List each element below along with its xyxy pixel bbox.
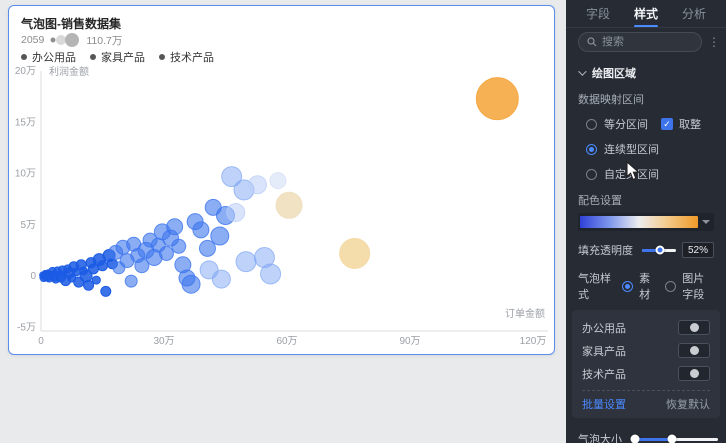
tab-inactive[interactable]: 分析 [681,7,706,21]
svg-text:0: 0 [30,271,36,282]
bubble-style-option-label: 图片字段 [682,273,705,301]
divider [582,390,710,391]
opacity-slider-knob[interactable] [655,245,665,255]
bubble-material-button[interactable] [678,343,710,358]
bubble-style-label: 气泡样式 [578,273,611,301]
svg-text:5万: 5万 [20,220,36,231]
size-legend-min: 2059 [21,34,45,46]
bubble-style-option[interactable]: 图片字段 [665,270,714,302]
tab-active[interactable]: 样式 [634,0,658,27]
radio-unselected-icon[interactable] [586,118,597,130]
bubble-style-row: 气泡样式 素材 图片字段 [578,270,714,302]
svg-text:20万: 20万 [15,66,36,77]
bubble-size-legend: 2059 110.7万 [21,33,122,47]
dropdown-arrow-icon [702,220,710,224]
mapping-option-label: 等分区间 [604,119,648,131]
batch-set-link[interactable]: 批量设置 [582,399,626,411]
svg-text:15万: 15万 [15,117,36,128]
opacity-slider[interactable] [642,245,676,255]
section-plot-area-label: 绘图区域 [592,68,636,80]
opacity-label: 填充透明度 [578,245,633,257]
style-item-row: 家具产品 [582,339,710,362]
legend-item[interactable]: 技术产品 [159,49,214,65]
svg-text:30万: 30万 [153,336,174,347]
legend-item[interactable]: 办公用品 [21,49,76,65]
svg-text:利润金额: 利润金额 [49,65,89,78]
svg-text:120万: 120万 [520,336,547,347]
color-gradient-select[interactable] [578,213,714,231]
svg-text:-5万: -5万 [17,322,36,333]
svg-text:90万: 90万 [399,336,420,347]
bubble-size-label: 气泡大小 [578,434,622,443]
bubble-size-min-knob[interactable] [630,434,640,443]
search-input[interactable] [602,36,693,48]
style-item-label: 技术产品 [582,368,626,381]
size-legend-bubbles-icon [50,33,80,47]
radio-selected-icon[interactable] [586,143,597,155]
style-item-row: 技术产品 [582,362,710,385]
mapping-option[interactable]: 自定义区间 [586,166,714,182]
reset-default-link[interactable]: 恢复默认 [666,399,710,411]
bubble-material-button[interactable] [678,366,710,381]
search-icon [587,37,597,47]
search-box[interactable] [578,32,702,52]
style-item-row: 办公用品 [582,316,710,339]
chart-title: 气泡图-销售数据集 [21,17,121,31]
mapping-option[interactable]: 连续型区间 [586,141,714,157]
legend-item-label: 家具产品 [101,52,145,64]
mapping-option-label: 自定义区间 [604,169,659,181]
bubble-style-option-label: 素材 [639,273,651,301]
radio-selected-icon[interactable] [622,280,634,292]
radio-unselected-icon[interactable] [665,280,677,292]
opacity-value[interactable]: 52% [682,242,714,258]
color-setting-label: 配色设置 [578,195,622,207]
legend-dot-icon [159,54,165,60]
mapping-interval-label: 数据映射区间 [578,94,644,106]
category-legend: 办公用品 家具产品 技术产品 [21,49,214,65]
section-plot-area[interactable]: 绘图区域 [578,65,714,81]
more-options-icon[interactable]: ⋮ [708,35,720,49]
legend-item[interactable]: 家具产品 [90,49,145,65]
round-checkbox[interactable]: ✓ [661,118,673,130]
legend-dot-icon [21,54,27,60]
chevron-down-icon [578,67,587,76]
panel-tabs: 字段 样式 分析 [566,0,726,28]
svg-text:60万: 60万 [276,336,297,347]
svg-text:订单金额: 订单金额 [505,307,545,320]
round-checkbox-label: 取整 [679,119,701,131]
mapping-options: 等分区间 ✓ 取整连续型区间自定义区间 [566,116,726,182]
bubble-material-button[interactable] [678,320,710,335]
legend-item-label: 办公用品 [32,52,76,64]
bubble-size-max-knob[interactable] [667,434,677,443]
bubble-size-slider[interactable] [630,434,718,443]
canvas-area: 气泡图-销售数据集 2059 110.7万 办公用品 家具产品 技术产品 20万 15… [8,5,555,355]
chart-card[interactable]: 气泡图-销售数据集 2059 110.7万 办公用品 家具产品 技术产品 20万 15… [8,5,555,355]
radio-unselected-icon[interactable] [586,168,597,180]
mapping-option-label: 连续型区间 [604,144,659,156]
color-gradient-bar[interactable] [580,216,698,228]
svg-text:0: 0 [38,336,44,347]
style-item-label: 家具产品 [582,345,626,358]
legend-item-label: 技术产品 [170,52,214,64]
style-item-label: 办公用品 [582,322,626,335]
svg-text:10万: 10万 [15,169,36,180]
mapping-option[interactable]: 等分区间 ✓ 取整 [586,116,714,132]
size-legend-max: 110.7万 [86,34,123,47]
bubble-style-option[interactable]: 素材 [622,270,653,302]
tab-inactive[interactable]: 字段 [585,7,610,21]
bubble-style-card: 办公用品家具产品技术产品 批量设置 恢复默认 [572,310,720,418]
legend-dot-icon [90,54,96,60]
